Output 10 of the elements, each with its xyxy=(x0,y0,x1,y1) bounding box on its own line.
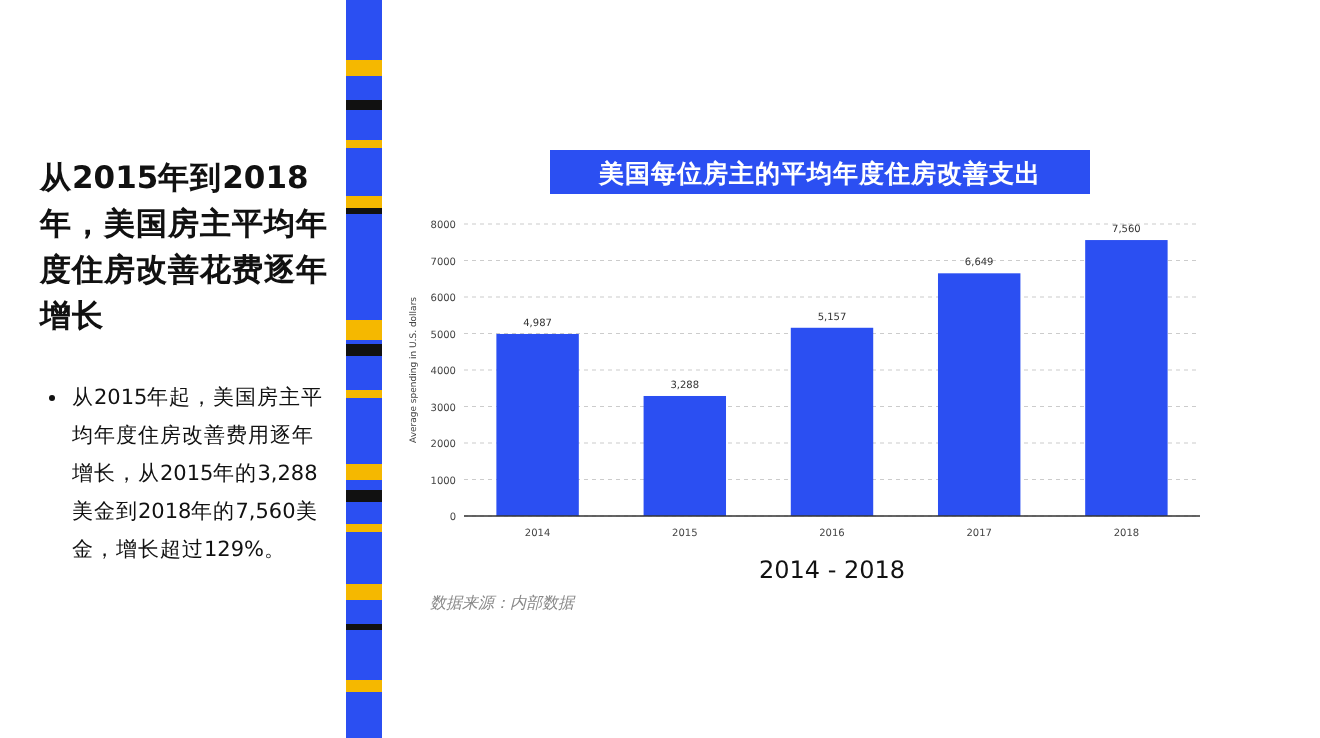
text: 从2015年起，美国房主平均年度住房改善费用逐年增长，从2015年的3,288美金到2018年的7,560美金，增长超过129%。 xyxy=(72,384,326,566)
bar xyxy=(790,327,874,516)
chart-title: 美国每位房主的平均年度住房改善支出 xyxy=(597,158,1041,188)
bar xyxy=(496,333,579,516)
source-note: 数据来源：内部数据 xyxy=(430,592,574,614)
bar xyxy=(937,273,1021,516)
bar xyxy=(1085,240,1168,516)
x-axis-title: 2014 - 2018 xyxy=(758,556,906,584)
bar xyxy=(643,395,727,516)
text: 从2015年到2018年，美国房主平均年度住房改善花费逐年增长 xyxy=(40,158,330,338)
